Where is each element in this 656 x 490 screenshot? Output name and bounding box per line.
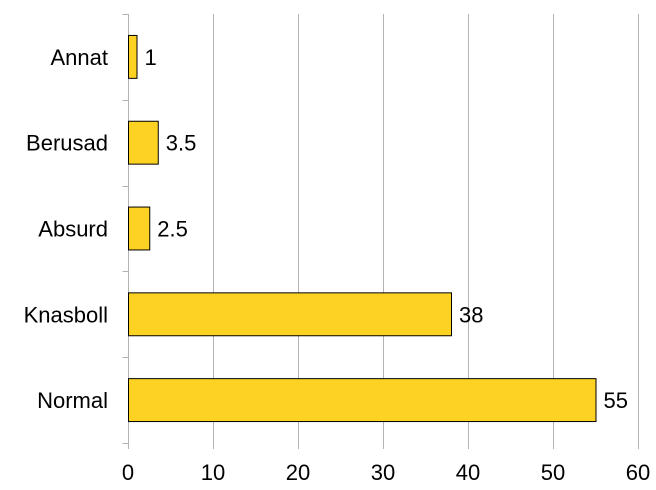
bar xyxy=(128,378,597,423)
data-label: 55 xyxy=(604,388,628,413)
category-label: Normal xyxy=(37,388,108,413)
category-label: Absurd xyxy=(38,217,108,242)
data-label: 1 xyxy=(145,45,157,70)
x-tick-label: 60 xyxy=(626,460,650,485)
bar xyxy=(128,292,452,337)
category-label: Berusad xyxy=(26,131,108,156)
x-tick-label: 30 xyxy=(371,460,395,485)
x-tick-label: 40 xyxy=(456,460,480,485)
bar xyxy=(128,206,151,251)
bar xyxy=(128,120,159,165)
data-label: 38 xyxy=(459,302,483,327)
x-tick-label: 20 xyxy=(286,460,310,485)
labels: 0 10 20 30 40 50 60 Annat 1 Berusad 3.5 Absurd 2.5 Kn… xyxy=(24,45,651,485)
category-label: Knasboll xyxy=(24,302,108,327)
data-label: 2.5 xyxy=(157,217,188,242)
x-tick-label: 0 xyxy=(122,460,134,485)
data-label: 3.5 xyxy=(166,131,197,156)
grid-lines xyxy=(213,14,639,443)
bars xyxy=(128,34,597,423)
x-tick-label: 50 xyxy=(541,460,565,485)
category-label: Annat xyxy=(51,45,109,70)
bar xyxy=(128,34,138,79)
x-tick-label: 10 xyxy=(201,460,225,485)
